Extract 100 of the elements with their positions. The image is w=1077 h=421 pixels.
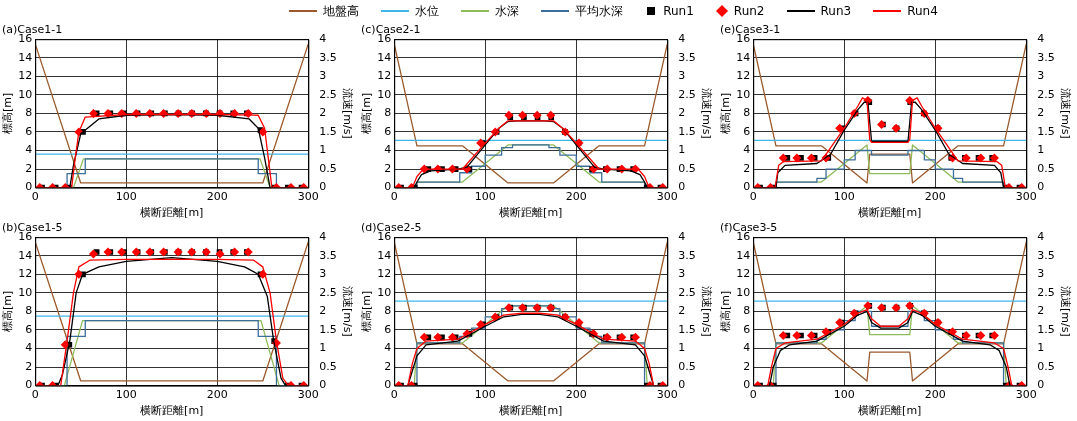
x-tick-label: 200 [206, 388, 228, 402]
x-tick-label: 100 [115, 190, 137, 204]
y2-tick-label: 0.5 [678, 359, 696, 373]
legend-label: 平均水深 [575, 2, 624, 20]
y2-tick-label: 2 [1037, 304, 1045, 318]
y2-tick-label: 2 [319, 106, 327, 120]
y-tick-label: 12 [377, 69, 392, 83]
y-tick-label: 8 [743, 106, 751, 120]
x-tick-label: 100 [474, 190, 496, 204]
y2-axis-title: 流速[m/s] [340, 88, 354, 139]
y-tick-label: 4 [384, 143, 392, 157]
x-tick-label: 300 [297, 388, 319, 402]
y-tick-label: 10 [377, 87, 392, 101]
x-tick-label: 100 [115, 388, 137, 402]
y2-tick-label: 3.5 [319, 50, 337, 64]
legend-label: Run2 [733, 4, 765, 18]
legend-label: Run1 [663, 4, 694, 18]
y-tick-label: 4 [743, 143, 751, 157]
y2-tick-label: 0.5 [319, 161, 337, 175]
y-axis-title: 標高[m] [1, 92, 15, 135]
y2-tick-label: 2.5 [1037, 87, 1055, 101]
x-tick-label: 100 [474, 388, 496, 402]
legend-label: 水位 [415, 2, 440, 20]
y-tick-label: 14 [736, 50, 751, 64]
x-tick-label: 300 [1015, 388, 1037, 402]
y2-tick-label: 4 [1037, 32, 1045, 46]
y2-tick-label: 1.5 [1037, 322, 1055, 336]
y-tick-label: 14 [18, 248, 33, 262]
y2-tick-label: 3 [319, 69, 327, 83]
x-axis-title: 横断距離[m] [499, 404, 563, 418]
y-tick-label: 6 [384, 124, 392, 138]
y2-axis-title: 流速[m/s] [1058, 88, 1072, 139]
y-tick-label: 4 [743, 341, 751, 355]
y-tick-label: 2 [384, 161, 392, 175]
x-tick-label: 100 [833, 388, 855, 402]
y2-tick-label: 1.5 [1037, 124, 1055, 138]
y-tick-label: 0 [743, 378, 751, 392]
y2-tick-label: 1 [319, 341, 327, 355]
legend-label: Run4 [907, 4, 938, 18]
y2-tick-label: 2 [678, 304, 686, 318]
y-tick-label: 10 [736, 87, 751, 101]
y2-tick-label: 1 [1037, 341, 1045, 355]
y2-tick-label: 1.5 [319, 322, 337, 336]
y2-tick-label: 2 [678, 106, 686, 120]
y-tick-label: 8 [25, 304, 33, 318]
y-tick-label: 14 [736, 248, 751, 262]
y2-tick-label: 0 [678, 180, 686, 194]
y-tick-label: 2 [25, 161, 33, 175]
y-tick-label: 2 [25, 359, 33, 373]
y-tick-label: 10 [736, 285, 751, 299]
y2-tick-label: 3.5 [678, 248, 696, 262]
y-tick-label: 16 [18, 230, 33, 244]
y-tick-label: 16 [377, 230, 392, 244]
y-tick-label: 14 [377, 50, 392, 64]
y2-tick-label: 4 [1037, 230, 1045, 244]
y2-tick-label: 4 [678, 32, 686, 46]
y2-tick-label: 1 [1037, 143, 1045, 157]
y-axis-title: 標高[m] [719, 92, 733, 135]
y2-tick-label: 0 [1037, 180, 1045, 194]
y2-tick-label: 3 [1037, 69, 1045, 83]
y2-tick-label: 2.5 [319, 285, 337, 299]
y-tick-label: 0 [743, 180, 751, 194]
y2-tick-label: 3 [678, 267, 686, 281]
legend-label: 水深 [495, 2, 520, 20]
y2-tick-label: 2 [1037, 106, 1045, 120]
y-tick-label: 10 [18, 87, 33, 101]
legend-label: 地盤高 [323, 2, 360, 20]
y2-tick-label: 3 [1037, 267, 1045, 281]
y2-tick-label: 0.5 [678, 161, 696, 175]
y2-tick-label: 3.5 [1037, 50, 1055, 64]
y2-tick-label: 1.5 [319, 124, 337, 138]
x-tick-label: 200 [924, 190, 946, 204]
y-tick-label: 0 [384, 378, 392, 392]
y-tick-label: 2 [384, 359, 392, 373]
y2-tick-label: 4 [319, 230, 327, 244]
y-tick-label: 4 [384, 341, 392, 355]
x-tick-label: 300 [656, 388, 678, 402]
y2-tick-label: 4 [678, 230, 686, 244]
y-axis-title: 標高[m] [1, 290, 15, 333]
y-tick-label: 6 [25, 322, 33, 336]
y2-tick-label: 0 [1037, 378, 1045, 392]
y-tick-label: 12 [18, 267, 33, 281]
y-tick-label: 12 [736, 69, 751, 83]
x-axis-title: 横断距離[m] [858, 404, 922, 418]
legend-label: Run3 [820, 4, 852, 18]
x-tick-label: 200 [206, 190, 228, 204]
y2-tick-label: 0 [678, 378, 686, 392]
y2-tick-label: 0 [319, 378, 327, 392]
x-axis-title: 横断距離[m] [858, 206, 922, 220]
y-tick-label: 2 [743, 161, 751, 175]
y2-axis-title: 流速[m/s] [699, 88, 713, 139]
y-tick-label: 6 [384, 322, 392, 336]
y-tick-label: 16 [736, 230, 751, 244]
y2-axis-title: 流速[m/s] [340, 286, 354, 337]
y2-tick-label: 0.5 [1037, 359, 1055, 373]
y-tick-label: 8 [25, 106, 33, 120]
y-axis-title: 標高[m] [360, 92, 374, 135]
y2-axis-title: 流速[m/s] [699, 286, 713, 337]
y-tick-label: 8 [384, 106, 392, 120]
y-tick-label: 12 [18, 69, 33, 83]
